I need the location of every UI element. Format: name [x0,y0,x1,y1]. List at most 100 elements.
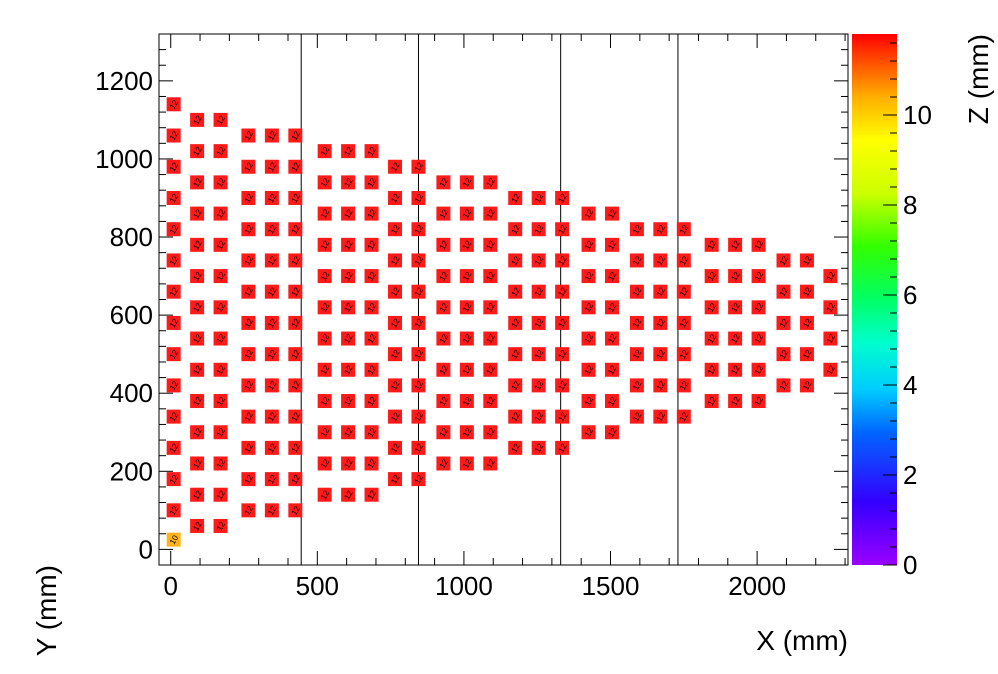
data-point: 12 [751,331,766,346]
data-point: 12 [241,440,256,455]
data-point: 12 [629,347,644,362]
data-point: 12 [288,503,303,518]
data-point: 12 [341,237,356,252]
data-point: 12 [288,409,303,424]
data-markers: 12 12 12 12 12 12 12 12 12 12 12 12 12 12 12 12 12 12 12 12… [166,97,838,547]
data-point: 12 [264,472,279,487]
data-point: 12 [264,128,279,143]
data-point: 12 [436,425,451,440]
data-point: 12 [241,409,256,424]
data-point: 12 [728,331,743,346]
data-point: 12 [604,362,619,377]
data-point: 12 [190,300,205,315]
data-point: 12 [676,253,691,268]
data-point: 12 [364,394,379,409]
data-point: 12 [483,425,498,440]
data-point: 12 [388,253,403,268]
data-point: 12 [581,425,596,440]
data-point: 12 [166,315,181,330]
data-point: 12 [288,190,303,205]
data-point: 12 [751,269,766,284]
data-point: 12 [241,190,256,205]
y-tick-label: 1000 [95,144,153,174]
data-point: 12 [436,237,451,252]
data-point: 12 [604,206,619,221]
data-point: 12 [166,347,181,362]
data-point: 12 [776,284,791,299]
z-tick-label: 6 [903,280,917,310]
data-point: 12 [459,425,474,440]
data-point: 12 [581,237,596,252]
data-point: 12 [776,347,791,362]
data-point: 12 [508,440,523,455]
data-point: 12 [288,347,303,362]
data-point: 12 [364,456,379,471]
data-point: 12 [241,159,256,174]
data-point: 12 [459,237,474,252]
data-point: 12 [508,409,523,424]
data-point: 12 [728,269,743,284]
data-point: 12 [411,472,426,487]
data-point: 12 [459,362,474,377]
data-point: 12 [676,378,691,393]
data-point: 12 [436,269,451,284]
data-point: 12 [799,284,814,299]
data-point: 12 [341,300,356,315]
data-point: 12 [317,269,332,284]
data-point: 12 [555,284,570,299]
data-point: 12 [629,409,644,424]
data-point: 12 [676,222,691,237]
y-axis: 0 200 400 600 800 1000 1200 [95,33,848,564]
data-point: 12 [190,112,205,127]
data-point: 12 [241,253,256,268]
data-point: 12 [166,253,181,268]
data-point: 12 [704,269,719,284]
data-point: 12 [581,300,596,315]
plot-area [159,34,848,565]
data-point: 12 [341,425,356,440]
data-point: 12 [459,394,474,409]
data-point: 12 [555,378,570,393]
data-point: 12 [213,331,228,346]
data-point: 12 [190,237,205,252]
data-point: 12 [241,378,256,393]
data-point: 12 [436,206,451,221]
y-tick-label: 400 [110,378,153,408]
data-point: 12 [166,284,181,299]
data-point: 12 [411,190,426,205]
data-point: 12 [704,300,719,315]
data-point: 12 [823,331,838,346]
data-point: 12 [264,440,279,455]
data-point: 12 [555,315,570,330]
data-point: 12 [341,394,356,409]
data-point: 12 [341,456,356,471]
y-tick-label: 0 [139,534,153,564]
data-point: 12 [166,409,181,424]
data-point: 12 [190,362,205,377]
x-tick-label: 1000 [435,571,493,601]
x-tick-label: 1500 [582,571,640,601]
data-point: 12 [751,394,766,409]
data-point: 12 [751,237,766,252]
data-point: 12 [799,347,814,362]
data-point: 12 [288,284,303,299]
data-point: 12 [799,253,814,268]
data-point: 12 [604,237,619,252]
data-point: 12 [483,269,498,284]
data-point: 12 [213,300,228,315]
data-point: 12 [388,159,403,174]
data-point: 12 [436,175,451,190]
data-point: 12 [241,315,256,330]
data-point: 12 [190,175,205,190]
data-point: 12 [241,222,256,237]
data-point: 12 [288,440,303,455]
data-point: 12 [653,347,668,362]
data-point: 12 [241,284,256,299]
data-point: 12 [459,456,474,471]
data-point: 12 [364,300,379,315]
data-point: 12 [288,315,303,330]
y-tick-label: 1200 [95,66,153,96]
data-point: 12 [190,331,205,346]
data-point: 12 [288,253,303,268]
